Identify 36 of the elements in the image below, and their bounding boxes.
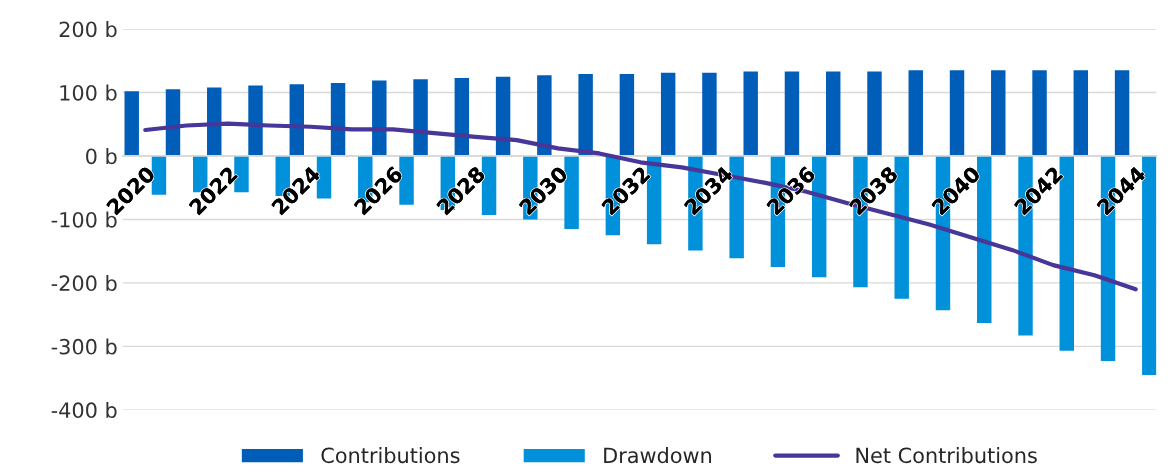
bar <box>564 155 579 229</box>
bar <box>165 89 181 156</box>
bar <box>248 85 263 156</box>
bar <box>495 76 511 156</box>
y-tick-label: 0 b <box>86 148 117 165</box>
bar <box>207 87 222 156</box>
bar <box>289 84 304 156</box>
bar <box>991 70 1006 156</box>
bar <box>537 75 552 156</box>
legend-label: Net Contributions <box>856 447 1037 464</box>
bar <box>619 74 635 156</box>
bar <box>660 72 676 156</box>
bar <box>702 72 717 156</box>
y-tick-label: 100 b <box>60 84 117 101</box>
bar <box>784 71 800 156</box>
bar <box>330 82 346 156</box>
bar <box>124 91 139 156</box>
bar <box>949 70 965 156</box>
y-tick-label: 200 b <box>59 21 117 38</box>
legend-label: Contributions <box>321 447 460 464</box>
bar <box>1114 70 1130 156</box>
bar <box>867 71 882 156</box>
bar <box>454 77 470 156</box>
bar <box>413 79 428 156</box>
legend-label: Drawdown <box>604 447 712 464</box>
y-tick-label: -300 b <box>51 338 117 355</box>
y-tick-label: -200 b <box>51 274 117 292</box>
bar <box>372 80 387 156</box>
y-tick-label: -400 b <box>51 401 117 419</box>
bar <box>908 70 923 156</box>
bar <box>977 155 992 323</box>
bar <box>743 71 758 156</box>
bar <box>578 74 593 156</box>
bar <box>1073 70 1089 156</box>
bar <box>826 71 841 156</box>
bar <box>1032 70 1047 156</box>
